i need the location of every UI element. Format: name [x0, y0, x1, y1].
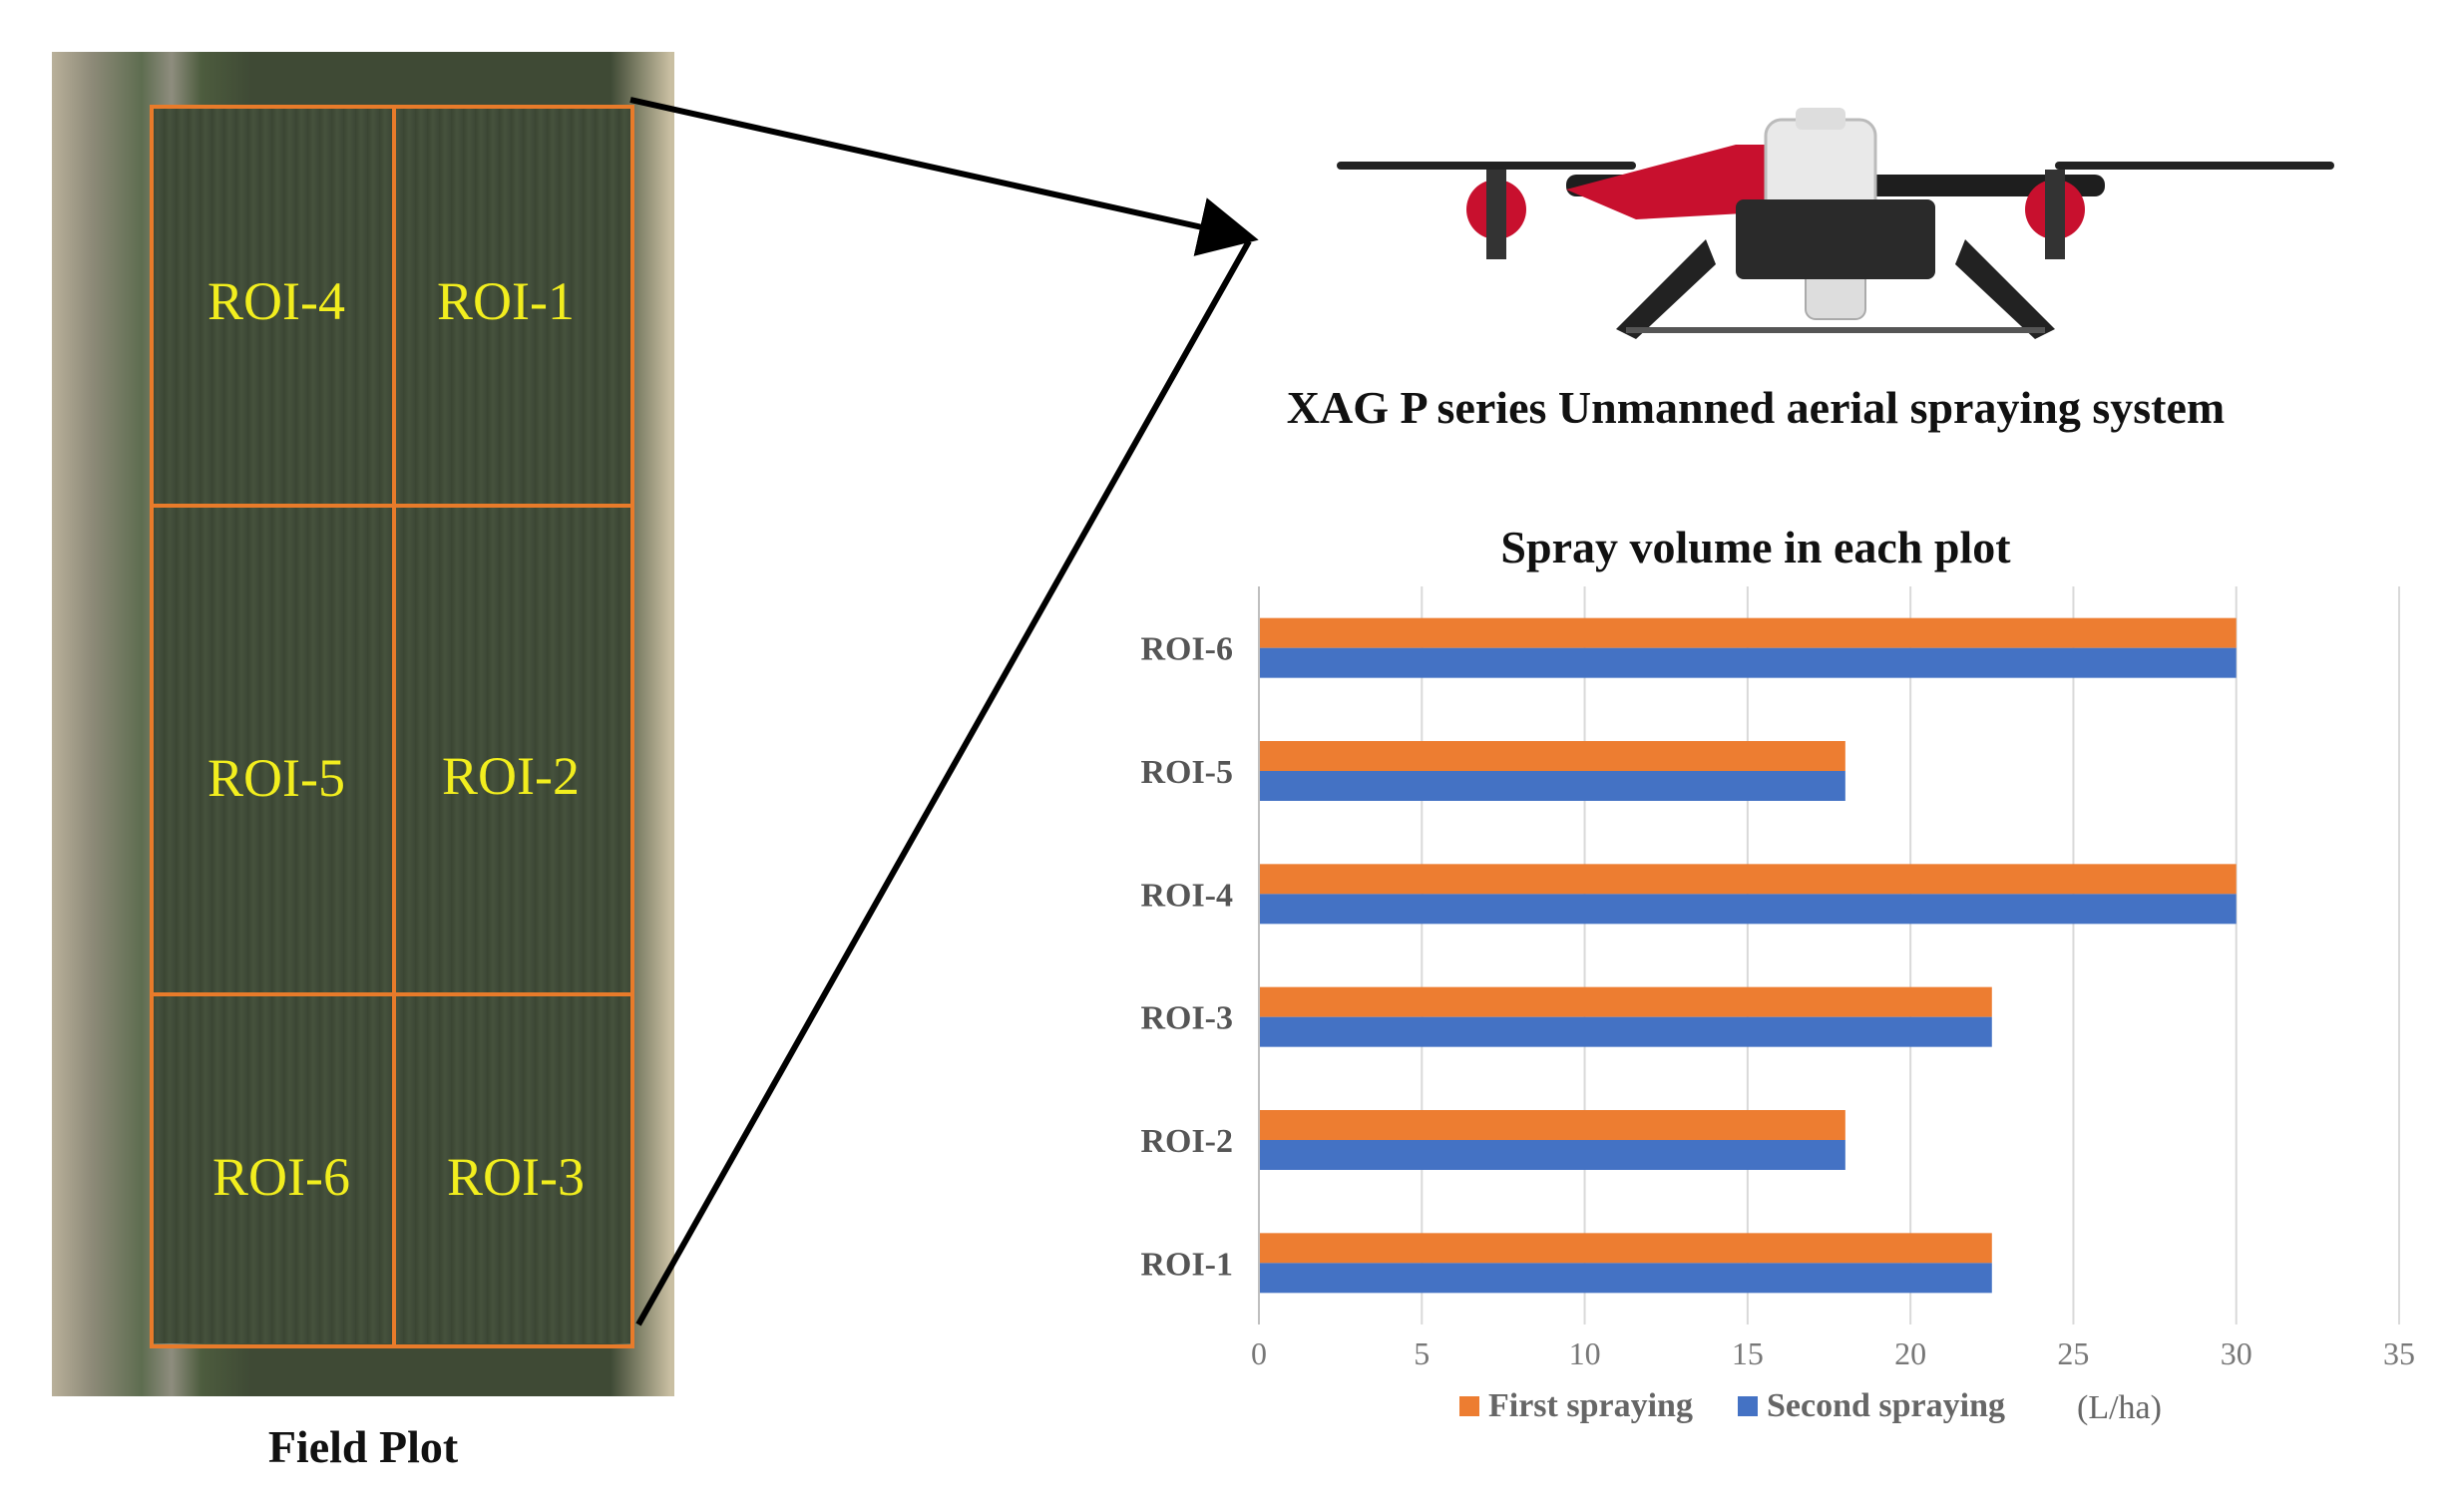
plot-label-roi-3: ROI-3 [447, 1147, 585, 1207]
x-tick-label: 25 [2057, 1335, 2089, 1371]
category-label-roi-1: ROI-1 [1140, 1246, 1233, 1283]
x-tick-label: 35 [2383, 1335, 2415, 1371]
plot-label-roi-6: ROI-6 [212, 1147, 350, 1207]
category-label-roi-6: ROI-6 [1140, 631, 1233, 668]
bar-roi-3-first [1259, 986, 1992, 1017]
chart-legend: First spraying Second spraying (L/ha) [1459, 1387, 2162, 1426]
x-tick-label: 30 [2221, 1335, 2252, 1371]
plot-grid-overlay: ROI-4 ROI-1 ROI-5 ROI-2 ROI-6 ROI-3 [150, 105, 634, 1348]
x-tick-label: 5 [1414, 1335, 1430, 1371]
chart-gridlines [1258, 586, 2400, 1324]
chart-title: Spray volume in each plot [1500, 522, 2011, 572]
category-label-roi-4: ROI-4 [1140, 877, 1233, 914]
bar-roi-1-second [1259, 1263, 1992, 1294]
legend-label-first-spraying: First spraying [1488, 1387, 1693, 1424]
x-tick-label: 15 [1732, 1335, 1764, 1371]
bar-roi-4-second [1259, 894, 2237, 925]
bar-roi-2-second [1259, 1140, 1845, 1170]
drone-illustration [1337, 108, 2334, 339]
drone-icon [1337, 108, 2334, 339]
field-aerial-photo: ROI-4 ROI-1 ROI-5 ROI-2 ROI-6 ROI-3 [52, 52, 674, 1396]
chart-axis-labels: 0 5 10 15 20 25 30 35 ROI-1 ROI-2 ROI-3 ROI-4 ROI-5 R… [1140, 586, 2415, 1371]
bar-roi-2-first [1259, 1110, 1845, 1140]
bar-roi-5-second [1259, 771, 1845, 801]
x-tick-label: 10 [1569, 1335, 1601, 1371]
plot-label-roi-2: ROI-2 [442, 746, 580, 806]
bar-roi-1-first [1259, 1233, 1992, 1264]
bar-roi-6-second [1259, 647, 2237, 678]
chart-bars [1259, 617, 2237, 1294]
x-tick-label: 0 [1251, 1335, 1267, 1371]
bar-roi-3-second [1259, 1016, 1992, 1047]
plot-label-roi-4: ROI-4 [207, 271, 345, 331]
category-label-roi-5: ROI-5 [1140, 754, 1233, 791]
drone-caption: XAG P series Unmanned aerial spraying sy… [1286, 382, 2226, 433]
crop-area [152, 107, 630, 1343]
plot-label-roi-1: ROI-1 [437, 271, 575, 331]
bar-roi-5-first [1259, 741, 1845, 771]
legend-swatch-first-spraying [1459, 1396, 1479, 1416]
field-plot-title: Field Plot [267, 1421, 459, 1472]
plot-label-roi-5: ROI-5 [207, 748, 345, 808]
bar-roi-4-first [1259, 864, 2237, 895]
legend-label-second-spraying: Second spraying [1767, 1387, 2005, 1424]
unit-label: (L/ha) [2077, 1389, 2162, 1426]
x-tick-label: 20 [1894, 1335, 1926, 1371]
bar-roi-6-first [1259, 617, 2237, 648]
legend-swatch-second-spraying [1738, 1396, 1758, 1416]
category-label-roi-3: ROI-3 [1140, 1000, 1233, 1037]
category-label-roi-2: ROI-2 [1140, 1123, 1233, 1160]
